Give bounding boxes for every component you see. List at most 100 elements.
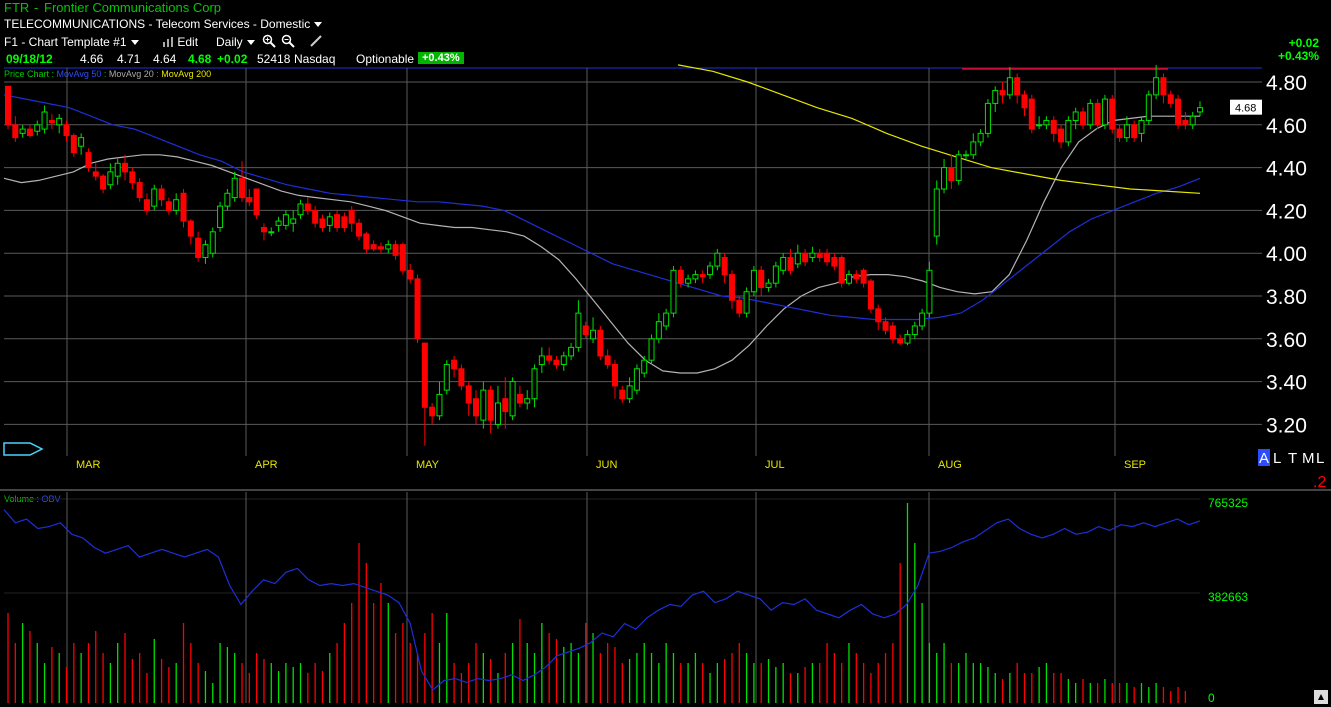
candle-body <box>977 132 984 143</box>
candle-body <box>809 252 816 258</box>
candle-body <box>655 321 662 340</box>
zoom-out-button[interactable] <box>281 34 295 51</box>
industry-row: TELECOMMUNICATIONS - Telecom Services - … <box>0 16 1331 32</box>
price-axis-label: 3.60 <box>1266 329 1307 352</box>
candle-body <box>743 291 750 314</box>
candle-body <box>502 398 509 413</box>
candle-body <box>626 385 633 400</box>
candle-body <box>1197 107 1203 113</box>
candle-body <box>290 218 297 224</box>
candle-body <box>1028 98 1035 130</box>
candle-body <box>26 128 33 137</box>
industry-label: TELECOMMUNICATIONS - Telecom Services - … <box>4 17 311 31</box>
month-label: MAR <box>76 459 101 471</box>
candle-body <box>692 274 699 280</box>
template-dropdown[interactable]: F1 - Chart Template #1 <box>4 35 139 49</box>
candle-body <box>480 389 487 421</box>
quote-row: 09/18/12 4.66 4.71 4.64 4.68 +0.02 52418… <box>0 49 1331 67</box>
draw-tool-button[interactable] <box>309 34 323 51</box>
industry-dropdown[interactable]: TELECOMMUNICATIONS - Telecom Services - … <box>4 17 323 31</box>
ma200-line <box>677 64 1201 194</box>
candle-body <box>377 246 384 250</box>
candle-body <box>195 237 202 258</box>
candle-body <box>955 154 962 181</box>
view-selector-letter[interactable]: L <box>1273 450 1281 467</box>
candle-body <box>392 244 399 256</box>
candle-body <box>1014 77 1021 96</box>
candle-body <box>1167 94 1174 104</box>
candle-body <box>590 329 597 340</box>
candle-body <box>1072 111 1079 122</box>
view-selector-letter[interactable]: T <box>1288 450 1297 467</box>
candle-body <box>736 299 743 314</box>
candle-body <box>5 85 11 126</box>
scroll-handle[interactable] <box>3 442 44 456</box>
volume-bars <box>7 503 1187 703</box>
candle-body <box>685 278 692 284</box>
candle-body <box>1094 102 1101 126</box>
month-label: SEP <box>1124 459 1146 471</box>
candle-body <box>114 162 121 177</box>
quote-high: 4.71 <box>117 52 141 66</box>
legend-ma20[interactable]: MovAvg 20 <box>108 69 154 79</box>
candle-body <box>984 102 991 134</box>
zoom-in-icon <box>262 34 276 48</box>
candle-body <box>180 192 187 222</box>
candle-body <box>575 312 582 348</box>
candle-body <box>758 269 765 288</box>
candle-body <box>1065 120 1072 143</box>
candle-body <box>926 269 933 314</box>
candle-body <box>1182 120 1189 126</box>
edit-button[interactable]: Edit <box>162 35 198 49</box>
candle-body <box>136 182 143 199</box>
candle-body <box>436 393 443 417</box>
title-row: FTR - Frontier Communications Corp <box>0 0 1331 16</box>
candle-body <box>494 402 501 425</box>
candle-body <box>802 252 809 263</box>
candle-body <box>1058 128 1065 143</box>
candle-body <box>1101 98 1108 126</box>
view-selector-letter[interactable]: L <box>1316 450 1324 467</box>
candle-body <box>524 398 531 404</box>
legend-price[interactable]: Price Chart <box>4 69 50 79</box>
header-change: +0.02 <box>1288 36 1319 50</box>
candle-body <box>553 359 560 365</box>
month-label: AUG <box>938 459 962 471</box>
legend-ma50[interactable]: MovAvg 50 <box>56 69 102 79</box>
zoom-in-button[interactable] <box>262 34 276 51</box>
candle-body <box>845 274 852 284</box>
candle-body <box>239 177 246 199</box>
candle-body <box>970 141 977 156</box>
view-selector-letter[interactable]: M <box>1302 450 1315 467</box>
chart-grid <box>0 67 1331 703</box>
candle-body <box>224 192 231 207</box>
candle-body <box>787 256 794 271</box>
candle-body <box>304 203 311 211</box>
candle-body <box>443 363 450 391</box>
candle-body <box>721 256 728 276</box>
obv-line <box>3 509 1201 691</box>
edit-label: Edit <box>177 35 199 49</box>
candle-body <box>941 167 948 190</box>
toolbar: F1 - Chart Template #1 Edit Daily +0.02 <box>0 33 1331 51</box>
legend-ma200[interactable]: MovAvg 200 <box>161 69 212 79</box>
candle-body <box>356 222 363 237</box>
period-dropdown[interactable]: Daily <box>216 35 255 49</box>
candle-body <box>568 346 575 357</box>
current-price-label: 4.68 <box>1235 103 1256 115</box>
candle-body <box>1175 98 1182 126</box>
legend-sep: : <box>153 69 162 79</box>
candle-body <box>816 252 823 258</box>
price-axis-label: 3.20 <box>1266 414 1307 437</box>
view-selector-letter[interactable]: A <box>1259 450 1269 467</box>
candle-body <box>348 209 355 224</box>
view-selector-bg <box>1258 449 1270 466</box>
quote-date: 09/18/12 <box>6 52 53 66</box>
candle-body <box>663 312 670 327</box>
candle-body <box>12 124 19 139</box>
candle-body <box>670 269 677 314</box>
price-axis-label: 3.80 <box>1266 286 1307 309</box>
candle-body <box>1079 111 1086 126</box>
candle-body <box>151 188 158 207</box>
